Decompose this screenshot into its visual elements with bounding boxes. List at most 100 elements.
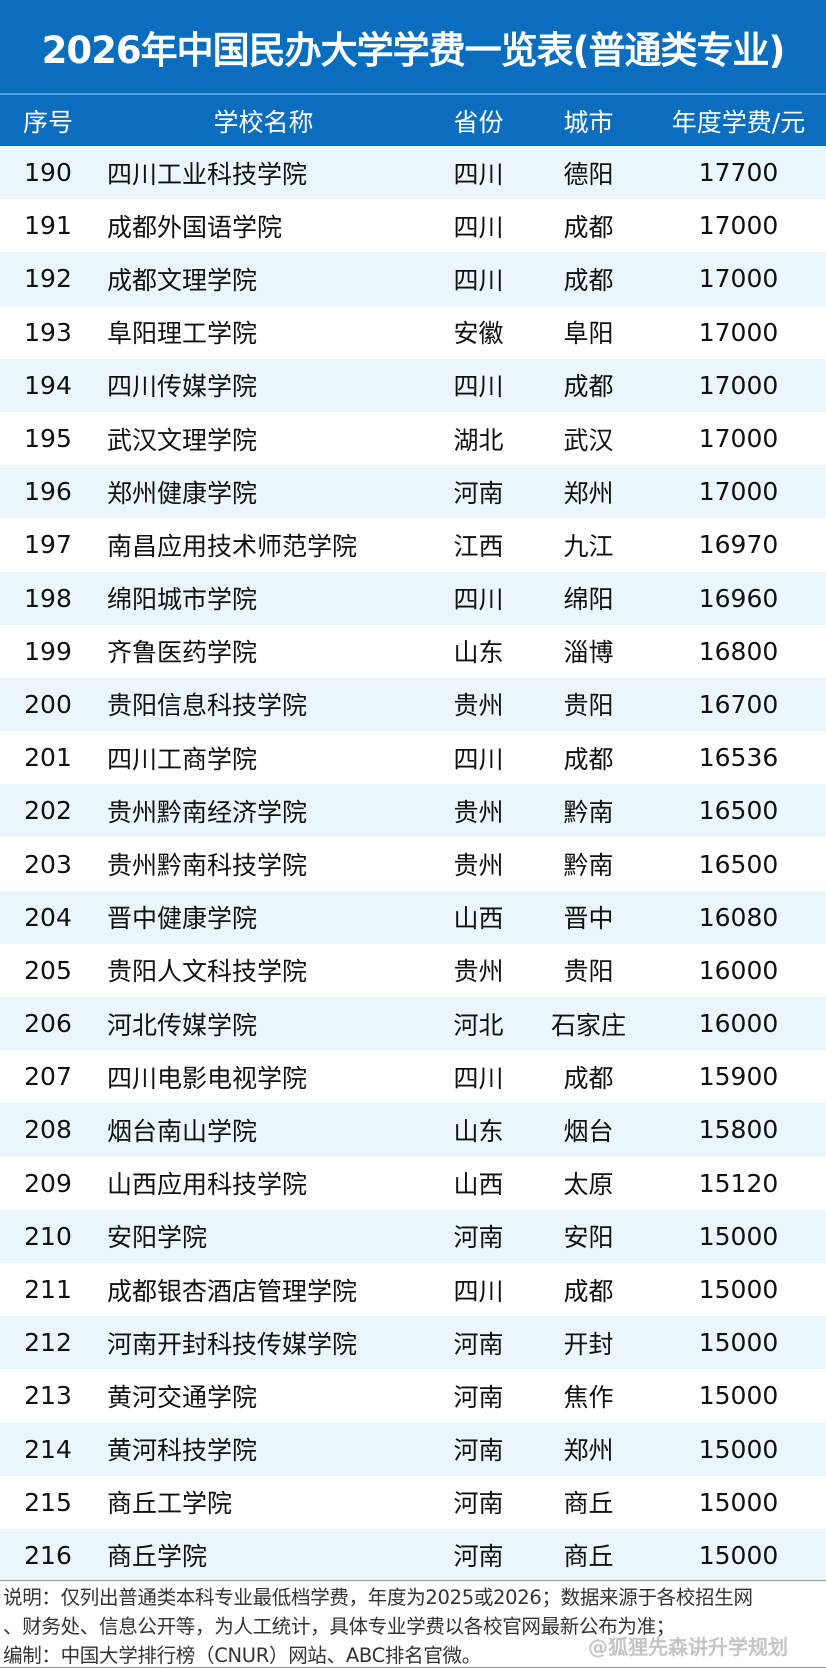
province: 河北 bbox=[453, 1010, 504, 1040]
annual-fee: 15000 bbox=[698, 1434, 779, 1464]
row-index: 190 bbox=[24, 158, 72, 188]
annual-fee: 15000 bbox=[698, 1221, 779, 1251]
row-index: 198 bbox=[24, 583, 72, 613]
city: 贵阳 bbox=[563, 957, 614, 987]
watermark: @狐狸先森讲升学规划 bbox=[588, 1635, 788, 1659]
row-index: 195 bbox=[24, 424, 72, 454]
row-index: 216 bbox=[24, 1540, 72, 1570]
row-index: 194 bbox=[24, 370, 72, 400]
annual-fee: 16000 bbox=[698, 955, 779, 985]
school-name: 成都外国语学院 bbox=[107, 212, 283, 242]
school-name: 商丘工学院 bbox=[107, 1489, 233, 1519]
table-row: 195 武汉文理学院 湖北 武汉 17000 bbox=[0, 411, 826, 466]
row-index: 213 bbox=[24, 1381, 72, 1411]
province: 山东 bbox=[453, 1116, 504, 1146]
province: 安徽 bbox=[453, 319, 504, 349]
footer-line: 、财务处、信息公开等，为人工统计，具体专业学费以各校官网最新公布为准； bbox=[3, 1615, 676, 1638]
province: 贵州 bbox=[453, 691, 504, 721]
table-row: 204 晋中健康学院 山西 晋中 16080 bbox=[0, 890, 826, 944]
annual-fee: 17000 bbox=[698, 211, 779, 241]
city: 成都 bbox=[563, 1063, 614, 1093]
row-index: 202 bbox=[24, 796, 72, 826]
school-name: 郑州健康学院 bbox=[107, 478, 258, 508]
annual-fee: 15000 bbox=[698, 1275, 779, 1305]
table-row: 202 贵州黔南经济学院 贵州 黔南 16500 bbox=[0, 784, 826, 838]
table-row: 191 成都外国语学院 四川 成都 17000 bbox=[0, 199, 826, 253]
row-index: 203 bbox=[24, 849, 72, 879]
table-header: 序号 学校名称 省份 城市 年度学费/元 bbox=[0, 93, 826, 146]
city: 九江 bbox=[563, 531, 614, 561]
annual-fee: 16536 bbox=[698, 743, 779, 773]
city: 成都 bbox=[563, 265, 614, 295]
table-row: 206 河北传媒学院 河北 石家庄 16000 bbox=[0, 997, 826, 1051]
city: 商丘 bbox=[563, 1489, 614, 1519]
table-row: 212 河南开封科技传媒学院 河南 开封 15000 bbox=[0, 1316, 826, 1370]
province: 河南 bbox=[453, 1489, 504, 1519]
table-row: 214 黄河科技学院 河南 郑州 15000 bbox=[0, 1422, 826, 1476]
city: 黔南 bbox=[563, 851, 614, 881]
school-name: 贵阳人文科技学院 bbox=[107, 957, 308, 987]
col-header-index: 序号 bbox=[22, 107, 73, 137]
school-name: 商丘学院 bbox=[107, 1542, 208, 1572]
col-header-city: 城市 bbox=[563, 107, 614, 137]
city: 淄博 bbox=[563, 638, 614, 668]
row-index: 211 bbox=[24, 1275, 72, 1305]
province: 山东 bbox=[453, 638, 504, 668]
table-row: 198 绵阳城市学院 四川 绵阳 16960 bbox=[0, 571, 826, 625]
city: 晋中 bbox=[563, 904, 614, 934]
table-row: 215 商丘工学院 河南 商丘 15000 bbox=[0, 1475, 826, 1529]
table-row: 205 贵阳人文科技学院 贵州 贵阳 16000 bbox=[0, 943, 826, 997]
province: 四川 bbox=[453, 212, 504, 242]
row-index: 214 bbox=[24, 1434, 72, 1464]
city: 成都 bbox=[563, 744, 614, 774]
city: 成都 bbox=[563, 212, 614, 242]
school-name: 黄河科技学院 bbox=[107, 1436, 258, 1466]
school-name: 四川工业科技学院 bbox=[107, 159, 308, 189]
row-index: 215 bbox=[24, 1487, 72, 1517]
province: 河南 bbox=[453, 1382, 504, 1412]
city: 郑州 bbox=[563, 478, 614, 508]
row-index: 212 bbox=[24, 1328, 72, 1358]
school-name: 山西应用科技学院 bbox=[107, 1170, 308, 1200]
school-name: 河北传媒学院 bbox=[107, 1010, 258, 1040]
province: 河南 bbox=[453, 1223, 504, 1253]
city: 贵阳 bbox=[563, 691, 614, 721]
city: 商丘 bbox=[563, 1542, 614, 1572]
table-row: 200 贵阳信息科技学院 贵州 贵阳 16700 bbox=[0, 677, 826, 732]
table-row: 207 四川电影电视学院 四川 成都 15900 bbox=[0, 1050, 826, 1104]
city: 郑州 bbox=[563, 1436, 614, 1466]
row-index: 210 bbox=[24, 1221, 72, 1251]
province: 河南 bbox=[453, 478, 504, 508]
province: 贵州 bbox=[453, 957, 504, 987]
school-name: 烟台南山学院 bbox=[107, 1116, 258, 1146]
province: 四川 bbox=[453, 159, 504, 189]
row-index: 193 bbox=[24, 317, 72, 347]
table-row: 209 山西应用科技学院 山西 太原 15120 bbox=[0, 1156, 826, 1210]
city: 成都 bbox=[563, 372, 614, 402]
province: 四川 bbox=[453, 585, 504, 615]
annual-fee: 16500 bbox=[698, 849, 779, 879]
province: 河南 bbox=[453, 1542, 504, 1572]
row-index: 200 bbox=[24, 689, 72, 719]
annual-fee: 17700 bbox=[698, 158, 779, 188]
school-name: 成都文理学院 bbox=[107, 265, 258, 295]
annual-fee: 15120 bbox=[698, 1168, 779, 1198]
province: 贵州 bbox=[453, 851, 504, 881]
annual-fee: 16080 bbox=[698, 902, 779, 932]
annual-fee: 17000 bbox=[698, 317, 779, 347]
province: 四川 bbox=[453, 744, 504, 774]
table-row: 210 安阳学院 河南 安阳 15000 bbox=[0, 1209, 826, 1263]
row-index: 199 bbox=[24, 636, 72, 666]
col-header-fee: 年度学费/元 bbox=[671, 107, 806, 137]
annual-fee: 17000 bbox=[698, 424, 779, 454]
row-index: 192 bbox=[24, 264, 72, 294]
table-row: 190 四川工业科技学院 四川 德阳 17700 bbox=[0, 146, 826, 200]
city: 开封 bbox=[563, 1329, 614, 1359]
row-index: 191 bbox=[24, 211, 72, 241]
province: 山西 bbox=[453, 904, 504, 934]
province: 江西 bbox=[453, 531, 504, 561]
page-title: 2026年中国民办大学学费一览表(普通类专业) bbox=[0, 0, 826, 93]
row-index: 205 bbox=[24, 955, 72, 985]
row-index: 208 bbox=[24, 1115, 72, 1145]
province: 四川 bbox=[453, 1276, 504, 1306]
